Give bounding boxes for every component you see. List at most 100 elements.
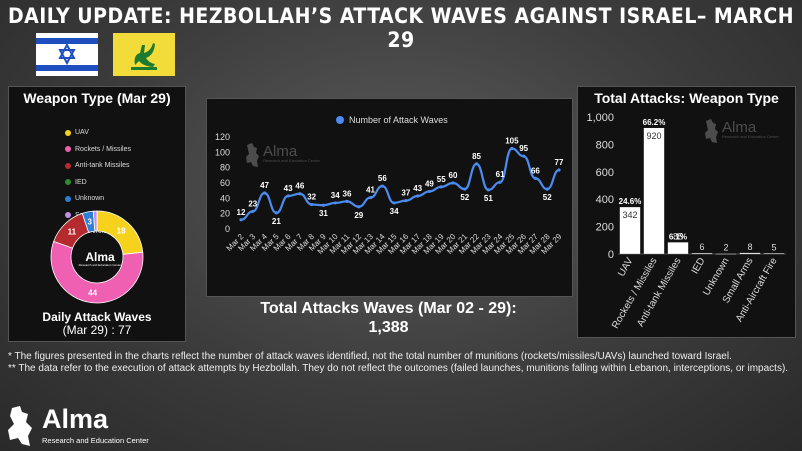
donut-legend-item: Rockets / Missiles bbox=[65, 146, 131, 153]
line-data-label: 85 bbox=[472, 152, 481, 161]
bar-value-label: 2 bbox=[723, 243, 728, 253]
donut-data-label: 11 bbox=[68, 227, 77, 236]
line-data-point bbox=[239, 218, 243, 222]
y-tick-label: 60 bbox=[220, 178, 230, 188]
donut-legend-item: UAV bbox=[65, 129, 89, 136]
line-data-label: 31 bbox=[319, 209, 328, 218]
line-data-label: 23 bbox=[248, 199, 257, 208]
legend-swatch bbox=[65, 162, 71, 169]
weapon-type-donut-panel: Weapon Type (Mar 29) UAV Rockets / Missil… bbox=[8, 86, 186, 342]
footnotes: * The figures presented in the charts re… bbox=[8, 351, 794, 375]
bar-2 bbox=[667, 242, 689, 254]
donut-center-name: Alma bbox=[85, 250, 115, 264]
donut-slice-rockets-missiles bbox=[50, 240, 144, 304]
legend-label: Rockets / Missiles bbox=[75, 145, 132, 153]
line-data-label: 43 bbox=[284, 184, 293, 193]
line-data-point bbox=[345, 199, 349, 203]
line-data-point bbox=[286, 194, 290, 198]
donut-data-label: 3 bbox=[87, 218, 92, 227]
line-data-label: 52 bbox=[460, 193, 469, 202]
line-data-label: 12 bbox=[237, 208, 246, 217]
total-attacks-text: Total Attacks Waves (Mar 02 - 29): 1,388 bbox=[206, 299, 571, 337]
line-data-point bbox=[545, 187, 549, 191]
total-attacks-line1: Total Attacks Waves (Mar 02 - 29): bbox=[260, 300, 517, 317]
line-data-label: 43 bbox=[413, 184, 422, 193]
line-data-point bbox=[357, 205, 361, 209]
legend-label: UAV bbox=[75, 129, 89, 136]
page-title: DAILY UPDATE: HEZBOLLAH’S ATTACK WAVES A… bbox=[7, 4, 795, 52]
alma-logo-subtitle: Research and Education Center bbox=[42, 436, 149, 445]
y-tick-label: 20 bbox=[220, 209, 230, 219]
attack-waves-series-line bbox=[240, 147, 560, 221]
line-data-point bbox=[274, 211, 278, 215]
bar-category-label: UAV bbox=[616, 256, 636, 279]
alma-watermark-name: Alma bbox=[722, 119, 757, 136]
line-data-label: 66 bbox=[531, 166, 540, 175]
y-tick-label: 120 bbox=[215, 132, 230, 142]
line-data-point bbox=[439, 185, 443, 189]
line-data-label: 34 bbox=[390, 207, 399, 216]
bar-pct-label: 24.6% bbox=[619, 197, 642, 206]
footnote-1: * The figures presented in the charts re… bbox=[8, 351, 732, 362]
line-data-point bbox=[416, 194, 420, 198]
line-data-point bbox=[262, 191, 267, 195]
line-data-label: 36 bbox=[343, 189, 352, 198]
donut-title: Weapon Type (Mar 29) bbox=[23, 90, 171, 106]
bar-pct-label: 66.2% bbox=[643, 118, 666, 127]
line-data-label: 56 bbox=[378, 174, 387, 183]
line-data-point bbox=[321, 203, 326, 207]
bar-value-label: 6 bbox=[699, 242, 704, 252]
bar-category-label: Anti-tank Missiles bbox=[635, 256, 683, 329]
line-data-point bbox=[392, 201, 396, 205]
footnote-2: ** The data refer to the execution of at… bbox=[8, 363, 789, 374]
line-legend-swatch bbox=[336, 116, 344, 124]
alma-watermark-name: Alma bbox=[263, 143, 298, 160]
donut-data-label: 44 bbox=[88, 289, 97, 298]
donut-center-sub: Research and Education Center bbox=[79, 263, 122, 267]
hezbollah-flag-icon bbox=[113, 33, 175, 76]
line-data-label: 77 bbox=[555, 158, 564, 167]
bar-y-tick-label: 200 bbox=[596, 222, 614, 234]
line-data-point bbox=[463, 187, 467, 191]
legend-swatch bbox=[65, 146, 71, 152]
line-data-point bbox=[533, 176, 538, 180]
line-data-point bbox=[557, 168, 561, 172]
legend-label: Anti-tank Missiles bbox=[75, 162, 130, 169]
legend-swatch bbox=[65, 212, 71, 218]
bar-y-tick-label: 0 bbox=[608, 249, 614, 261]
bar-1 bbox=[643, 127, 665, 254]
line-data-label: 37 bbox=[401, 189, 410, 198]
bar-value-label: 5 bbox=[771, 242, 776, 252]
line-data-point bbox=[368, 195, 373, 200]
y-tick-label: 40 bbox=[220, 193, 230, 203]
bar-value-label: 85 bbox=[673, 231, 683, 241]
attack-waves-line-panel: Number of Attack Waves Alma Research and E… bbox=[206, 98, 573, 297]
total-attacks-value: 1,388 bbox=[368, 319, 409, 336]
line-data-label: 95 bbox=[519, 144, 528, 153]
legend-swatch bbox=[65, 179, 71, 185]
bar-5 bbox=[739, 252, 761, 254]
bar-pct-label: 6.1% bbox=[669, 232, 687, 241]
alma-watermark-sub: Research and Education Center bbox=[722, 134, 780, 139]
donut-legend-item: Unknown bbox=[65, 195, 104, 202]
daily-attack-waves-label: Daily Attack Waves (Mar 29) : 77 bbox=[9, 311, 185, 337]
donut-legend-item: Anti-tank Missiles bbox=[65, 162, 129, 169]
line-data-label: 21 bbox=[272, 217, 281, 226]
legend-swatch bbox=[65, 195, 71, 202]
legend-swatch bbox=[65, 129, 71, 136]
donut-slice-small-arms bbox=[92, 210, 98, 232]
line-data-label: 47 bbox=[260, 181, 269, 190]
alma-watermark-sub: Research and Education Center bbox=[263, 158, 321, 163]
line-data-point bbox=[486, 188, 490, 192]
line-legend-label: Number of Attack Waves bbox=[349, 115, 448, 125]
bar-value-label: 342 bbox=[622, 210, 637, 220]
alma-watermark-icon bbox=[246, 143, 259, 167]
line-data-label: 105 bbox=[505, 137, 519, 146]
alma-logo-name: Alma bbox=[42, 404, 109, 434]
line-data-point bbox=[404, 199, 408, 203]
y-tick-label: 0 bbox=[225, 224, 230, 234]
weapon-type-bar-panel: Total Attacks: Weapon Type Alma Research … bbox=[577, 86, 796, 338]
